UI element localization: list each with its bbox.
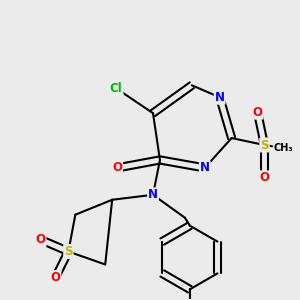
Text: N: N — [148, 188, 158, 201]
Text: O: O — [35, 233, 46, 246]
Text: N: N — [200, 161, 210, 174]
Text: S: S — [64, 245, 73, 258]
Text: O: O — [112, 161, 122, 174]
Text: N: N — [215, 91, 225, 104]
Text: Cl: Cl — [110, 82, 122, 95]
Text: CH₃: CH₃ — [274, 143, 293, 153]
Text: O: O — [50, 271, 60, 284]
Text: S: S — [260, 139, 269, 152]
Text: O: O — [253, 106, 262, 119]
Text: O: O — [260, 171, 269, 184]
